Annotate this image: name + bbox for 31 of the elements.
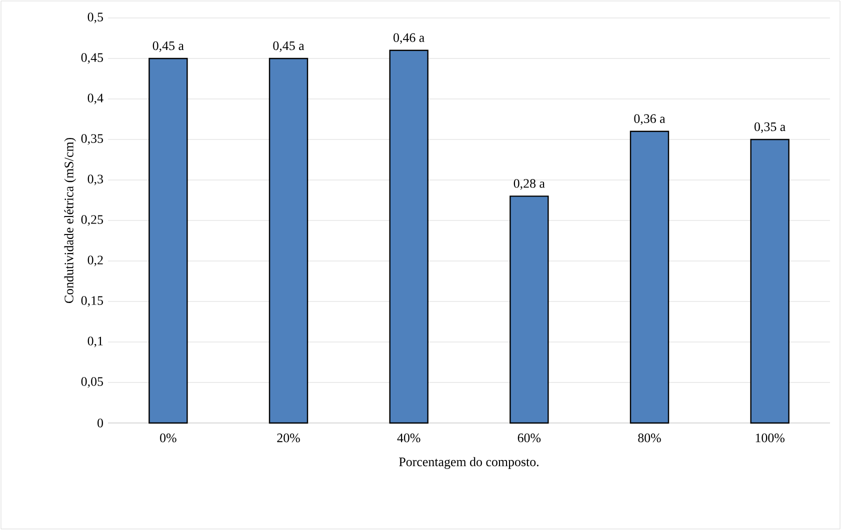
x-tick-label: 20% bbox=[277, 434, 300, 442]
bar bbox=[750, 138, 790, 424]
y-tick-label: 0,1 bbox=[88, 336, 103, 348]
y-tick-label: 0,3 bbox=[88, 174, 103, 186]
x-tick-label: 100% bbox=[756, 434, 785, 442]
y-tick-label: 0,25 bbox=[81, 215, 103, 226]
bar bbox=[389, 50, 428, 424]
x-tick-label: 80% bbox=[638, 434, 661, 442]
y-tick-label: 0,15 bbox=[81, 296, 103, 307]
data-label: 0,45 a bbox=[273, 41, 304, 52]
data-label: 0,35 a bbox=[754, 122, 786, 133]
data-label: 0,45 a bbox=[152, 41, 184, 52]
data-label: 0,46 a bbox=[394, 33, 424, 44]
bar bbox=[268, 58, 308, 424]
x-tick-label: 60% bbox=[518, 434, 541, 442]
data-label: 0,36 a bbox=[634, 114, 666, 125]
y-tick-label: 0,05 bbox=[81, 377, 103, 388]
y-tick-label: 0 bbox=[98, 418, 103, 428]
bar bbox=[510, 196, 549, 424]
y-tick-label: 0,5 bbox=[88, 12, 103, 24]
bar bbox=[630, 130, 670, 424]
y-tick-label: 0,4 bbox=[88, 94, 104, 104]
x-axis-title: Porcentagem do composto. bbox=[399, 457, 538, 469]
data-label: 0,28 a bbox=[514, 179, 545, 190]
x-tick-label: 40% bbox=[397, 434, 420, 442]
x-tick-label: 0% bbox=[160, 434, 176, 442]
y-axis-title: Condutividade elétrica (mS/cm) bbox=[64, 138, 76, 304]
y-tick-label: 0,2 bbox=[88, 256, 103, 266]
y-tick-label: 0,35 bbox=[81, 134, 103, 145]
bar bbox=[148, 58, 188, 424]
y-tick-label: 0,45 bbox=[81, 53, 103, 64]
